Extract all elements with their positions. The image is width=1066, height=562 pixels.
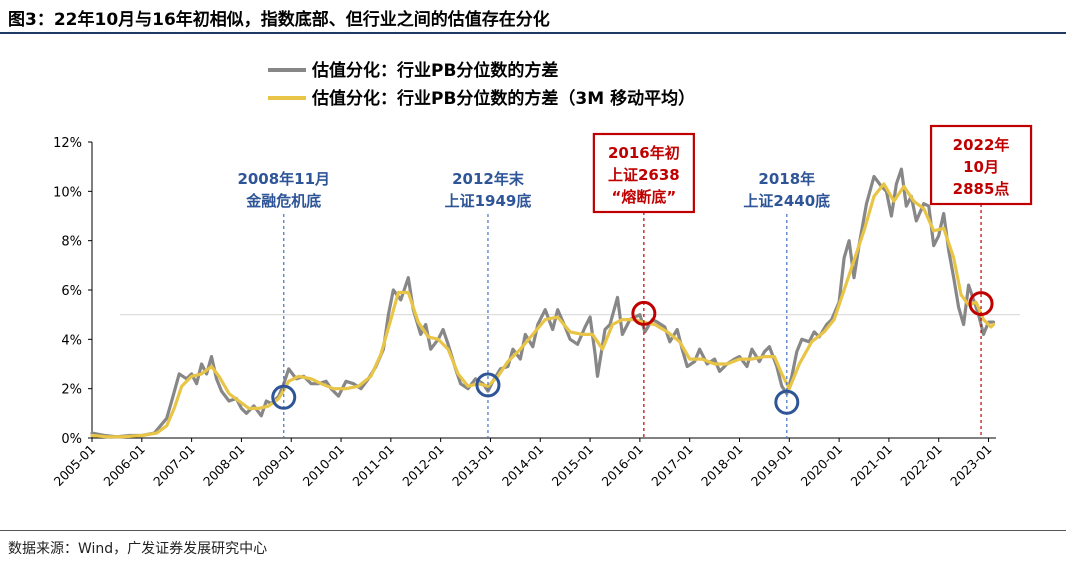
event-label: “熔断底” — [612, 188, 677, 206]
y-tick-label: 12% — [53, 136, 82, 151]
x-tick-label: 2011-01 — [349, 442, 397, 490]
event-marker-circle — [968, 291, 994, 317]
x-tick-label: 2016-01 — [598, 442, 646, 490]
series-line-raw — [90, 167, 996, 439]
chart: 0%2%4%6%8%10%12%2005-01 2006-01 2007-01 200… — [51, 60, 1033, 490]
x-tick-label: 2009-01 — [250, 442, 298, 490]
x-tick-label: 2008-01 — [200, 442, 248, 490]
figure-title: 图3：22年10月与16年初相似，指数底部、但行业之间的估值存在分化 — [8, 10, 550, 30]
y-tick-label: 4% — [61, 333, 82, 348]
event-marker-circle — [631, 300, 657, 326]
y-tick-label: 0% — [61, 432, 82, 447]
event-callout-box — [929, 124, 1033, 206]
event-label: 上证2440底 — [743, 192, 830, 210]
x-tick-label: 2023-01 — [947, 442, 995, 490]
event-label: 2008年11月 — [237, 170, 330, 188]
event-label: 2012年末 — [452, 170, 525, 188]
x-tick-label: 2022-01 — [897, 442, 945, 490]
y-tick-label: 6% — [61, 284, 82, 299]
x-tick-label: 2013-01 — [449, 442, 497, 490]
x-tick-label: 2018-01 — [698, 442, 746, 490]
x-tick-label: 2020-01 — [798, 442, 846, 490]
event-label: 2018年 — [758, 170, 815, 188]
event-marker-circle — [475, 372, 501, 398]
event-marker-circle — [271, 384, 297, 410]
x-tick-label: 2021-01 — [847, 442, 895, 490]
legend-label-ma: 估值分化：行业PB分位数的方差（3M 移动平均） — [311, 88, 695, 109]
event-label: 上证1949底 — [445, 192, 532, 210]
event-label: 2016年初 — [608, 144, 680, 162]
x-tick-label: 2012-01 — [399, 442, 447, 490]
x-tick-label: 2005-01 — [51, 442, 99, 490]
y-tick-label: 10% — [53, 185, 82, 200]
x-tick-label: 2010-01 — [300, 442, 348, 490]
event-marker-circle — [774, 389, 800, 415]
event-label: 上证2638 — [608, 166, 680, 184]
event-label: 2885点 — [953, 180, 1010, 198]
event-callout-box — [592, 132, 695, 214]
source-note: 数据来源：Wind，广发证券发展研究中心 — [8, 541, 268, 557]
x-tick-label: 2019-01 — [748, 442, 796, 490]
x-tick-label: 2007-01 — [150, 442, 198, 490]
y-tick-label: 8% — [61, 235, 82, 250]
event-label: 金融危机底 — [245, 192, 321, 210]
x-tick-label: 2015-01 — [549, 442, 597, 490]
y-tick-label: 2% — [61, 383, 82, 398]
footer-divider — [0, 530, 1066, 531]
series-line-ma — [90, 182, 996, 439]
x-tick-label: 2017-01 — [648, 442, 696, 490]
event-label: 2022年 — [953, 136, 1010, 154]
legend-label-raw: 估值分化：行业PB分位数的方差 — [311, 60, 558, 81]
event-label: 10月 — [963, 158, 999, 176]
x-tick-label: 2014-01 — [499, 442, 547, 490]
title-bar: 图3：22年10月与16年初相似，指数底部、但行业之间的估值存在分化 — [0, 0, 1066, 34]
x-tick-label: 2006-01 — [100, 442, 148, 490]
